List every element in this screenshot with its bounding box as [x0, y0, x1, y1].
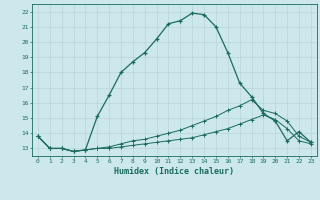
X-axis label: Humidex (Indice chaleur): Humidex (Indice chaleur) — [115, 167, 234, 176]
